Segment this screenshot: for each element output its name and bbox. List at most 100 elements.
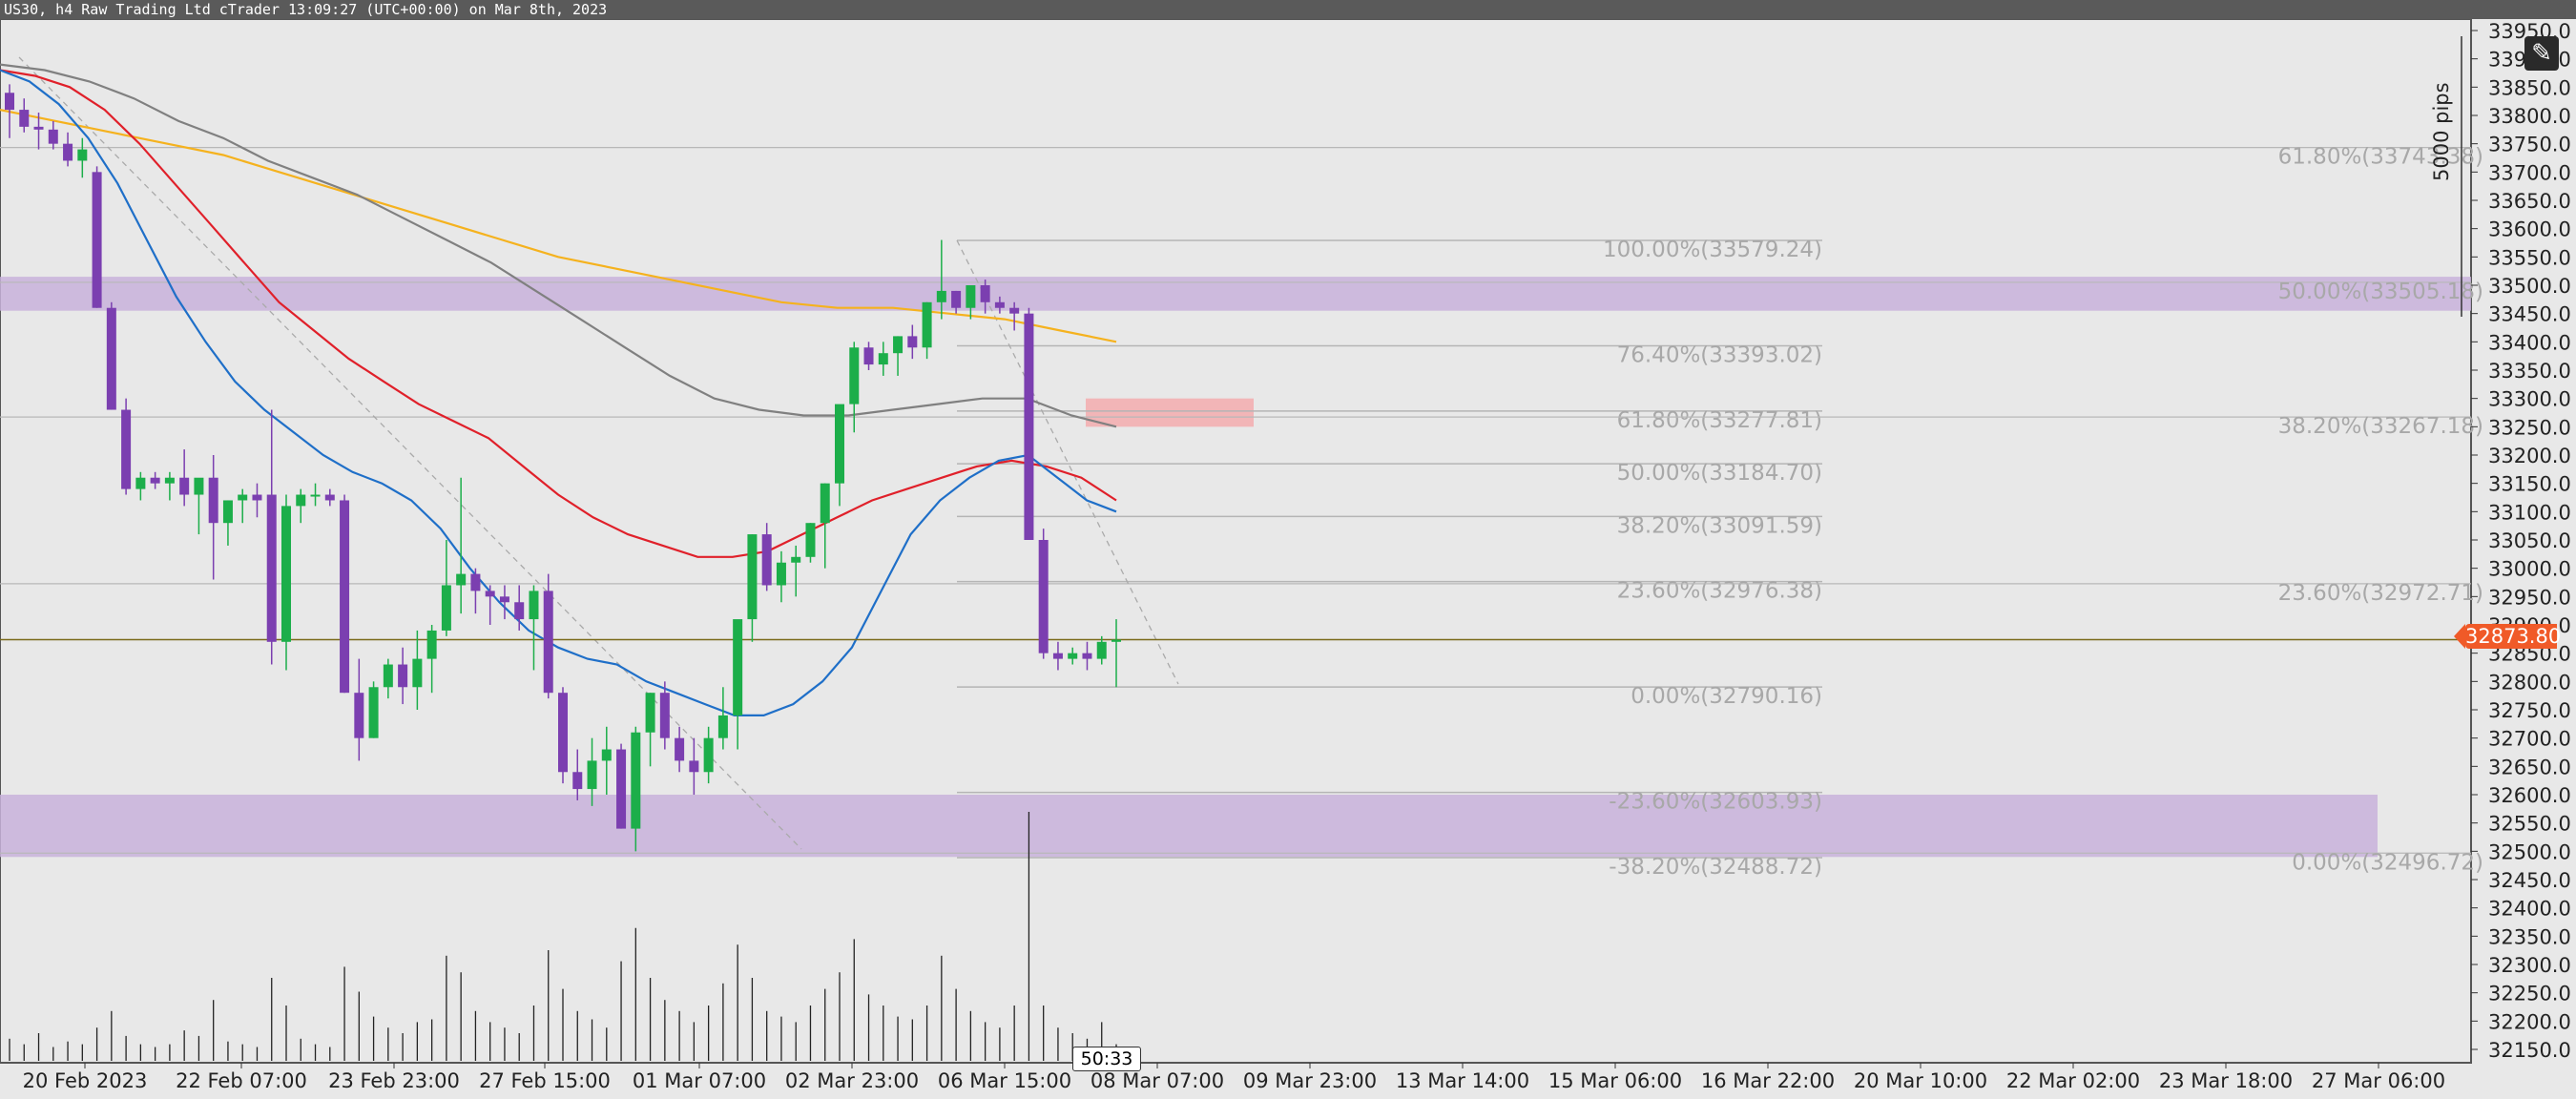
y-tick-label: 32700.0: [2488, 728, 2571, 751]
fib2-label: 0.00%(32496.72): [2292, 850, 2483, 875]
fib-layer: 100.00%(33579.24) 76.40%(33393.02) 61.80%(…: [0, 56, 2483, 880]
y-tick-label: 32450.0: [2488, 869, 2571, 892]
candle-body: [368, 687, 379, 738]
trend-line-1: [18, 56, 802, 850]
candle-body: [631, 732, 641, 829]
x-tick-label: 27 Mar 06:00: [2312, 1069, 2445, 1092]
candle-body: [121, 409, 132, 489]
y-tick-label: 32500.0: [2488, 840, 2571, 863]
fib1-label: 100.00%(33579.24): [1603, 238, 1822, 262]
candle-body: [1096, 641, 1107, 659]
y-tick-label: 32650.0: [2488, 756, 2571, 778]
y-tick-label: 33600.0: [2488, 218, 2571, 241]
fib2-label: 61.80%(33743.38): [2278, 145, 2483, 170]
candle-body: [907, 336, 918, 348]
range-pips-label: 5000 pips: [2430, 82, 2453, 181]
y-tick-label: 32200.0: [2488, 1010, 2571, 1033]
y-tick-label: 33550.0: [2488, 246, 2571, 269]
candle-body: [383, 664, 393, 688]
candle-body: [1068, 653, 1078, 659]
y-tick-label: 32800.0: [2488, 671, 2571, 694]
candle-body: [951, 290, 962, 308]
fib1-label: -38.20%(32488.72): [1609, 855, 1822, 880]
candle-body: [485, 591, 495, 597]
ema-red-line: [0, 69, 1117, 558]
candle-body: [48, 129, 58, 144]
candle-body: [863, 347, 874, 365]
candle-body: [426, 630, 437, 659]
candle-body: [1024, 313, 1034, 540]
x-tick-label: 01 Mar 07:00: [633, 1069, 766, 1092]
lower-zone: [0, 795, 2378, 858]
candle-body: [252, 494, 262, 501]
candle-body: [980, 285, 990, 302]
candle-body: [194, 477, 204, 495]
candle-body: [456, 573, 467, 586]
candle-body: [106, 307, 116, 410]
x-tick-label: 27 Feb 15:00: [479, 1069, 611, 1092]
price-chart[interactable]: 100.00%(33579.24) 76.40%(33393.02) 61.80%(…: [0, 19, 2576, 1099]
y-tick-label: 32350.0: [2488, 925, 2571, 948]
candle-body: [733, 619, 743, 715]
candle-body: [820, 483, 830, 524]
x-tick-label: 22 Mar 02:00: [2006, 1069, 2140, 1092]
volume-layer: [9, 812, 1117, 1061]
y-tick-label: 33000.0: [2488, 558, 2571, 581]
candle-body: [689, 760, 699, 773]
y-axis[interactable]: 33950.033900.033850.033800.033750.033700…: [2471, 20, 2571, 1062]
x-tick-label: 09 Mar 23:00: [1243, 1069, 1377, 1092]
edit-button[interactable]: ✎: [2524, 36, 2559, 71]
current-price-badge: 32873.80: [2454, 624, 2562, 649]
y-tick-label: 33500.0: [2488, 275, 2571, 298]
y-tick-label: 32600.0: [2488, 784, 2571, 807]
y-tick-label: 33250.0: [2488, 416, 2571, 439]
fib2-label: 23.60%(32972.71): [2278, 581, 2483, 606]
candle-body: [499, 596, 509, 603]
candle-body: [805, 523, 816, 557]
candle-body: [936, 290, 946, 302]
candle-body: [412, 658, 423, 688]
candle-body: [1052, 653, 1063, 659]
candle-body: [441, 585, 451, 631]
fib1-label: 61.80%(33277.81): [1617, 408, 1822, 433]
fib1-label: 76.40%(33393.02): [1617, 342, 1822, 367]
candle-body: [587, 760, 597, 790]
plot-area[interactable]: [0, 19, 2472, 1064]
trend-line-2: [956, 239, 1179, 685]
candle-body: [398, 664, 408, 688]
candle-body: [659, 693, 670, 738]
y-tick-label: 33650.0: [2488, 190, 2571, 213]
candle-body: [1111, 639, 1121, 642]
x-tick-label: 06 Mar 15:00: [938, 1069, 1071, 1092]
candle-body: [776, 562, 786, 586]
ma-gray-line: [0, 63, 1117, 428]
fib2-label: 38.20%(33267.18): [2278, 414, 2483, 439]
candle-body: [835, 404, 844, 484]
candles-layer: [5, 84, 1121, 852]
y-tick-label: 32300.0: [2488, 954, 2571, 977]
x-tick-label: 20 Mar 10:00: [1854, 1069, 1987, 1092]
y-tick-label: 33200.0: [2488, 445, 2571, 467]
candle-body: [340, 500, 350, 694]
candle-body: [703, 737, 714, 773]
y-tick-label: 32400.0: [2488, 898, 2571, 921]
x-axis[interactable]: 20 Feb 2023 22 Feb 07:00 23 Feb 23:00 27 Fe…: [23, 1063, 2445, 1092]
candle-body: [354, 693, 364, 738]
x-tick-label: 22 Feb 07:00: [176, 1069, 307, 1092]
candle-body: [922, 301, 932, 348]
candle-body: [77, 149, 88, 161]
candle-body: [994, 301, 1005, 308]
y-tick-label: 33700.0: [2488, 161, 2571, 184]
candle-body: [1082, 653, 1092, 659]
supply-box: [1086, 398, 1254, 427]
candle-body: [179, 477, 190, 495]
bar-countdown: 50:33: [1072, 1047, 1141, 1071]
y-tick-label: 33850.0: [2488, 76, 2571, 99]
y-tick-label: 32750.0: [2488, 699, 2571, 722]
y-tick-label: 33750.0: [2488, 134, 2571, 156]
y-tick-label: 33150.0: [2488, 473, 2571, 496]
x-tick-label: 02 Mar 23:00: [785, 1069, 919, 1092]
candle-body: [1038, 540, 1049, 653]
candle-body: [966, 285, 976, 308]
candle-body: [1009, 307, 1020, 314]
